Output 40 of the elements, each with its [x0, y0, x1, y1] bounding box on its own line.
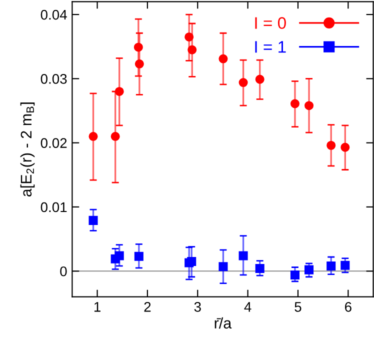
point: [88, 132, 98, 141]
x-tick-label: 1: [94, 302, 100, 312]
point: [340, 142, 350, 152]
point: [134, 252, 144, 261]
y-tick-label: 0: [60, 266, 67, 276]
point: [184, 32, 194, 42]
point: [114, 251, 124, 260]
point: [326, 261, 336, 270]
legend-label: I = 1: [255, 41, 286, 53]
y-tick-label: 0.01: [40, 202, 67, 212]
x-tick-label: 4: [244, 302, 252, 312]
y-tick-label: 0.04: [40, 10, 67, 20]
point: [290, 270, 300, 280]
point: [340, 260, 350, 270]
point: [255, 264, 264, 274]
x-tick-label: 2: [144, 302, 151, 312]
y-tick-label: 0.03: [40, 74, 67, 84]
point: [134, 59, 144, 68]
point: [238, 251, 248, 260]
point: [238, 78, 248, 88]
x-tick-label: 6: [345, 302, 352, 312]
point: [326, 140, 336, 150]
x-axis-title: r̄/a: [214, 317, 232, 329]
point: [255, 74, 264, 84]
point: [187, 256, 196, 266]
legend-label: I = 0: [255, 17, 286, 29]
y-tick-label: 0.02: [40, 138, 67, 148]
point: [88, 216, 98, 225]
x-tick-label: 3: [194, 302, 201, 312]
point: [304, 101, 314, 110]
point: [218, 54, 228, 64]
point: [218, 262, 228, 272]
point: [114, 86, 124, 96]
point: [304, 265, 314, 274]
x-tick-label: 5: [294, 302, 302, 312]
point: [188, 45, 197, 54]
point: [290, 99, 300, 108]
point: [110, 132, 120, 141]
y-axis-title: a[E$_{2}$(r) - 2 m$_{B}$]: [20, 102, 35, 196]
point: [134, 42, 143, 52]
